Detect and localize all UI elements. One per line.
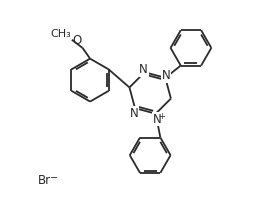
Text: −: − [50, 173, 59, 183]
Text: N: N [130, 107, 138, 120]
Text: N: N [152, 113, 161, 125]
Text: +: + [158, 112, 165, 121]
Text: CH₃: CH₃ [50, 29, 71, 39]
Text: Br: Br [38, 175, 51, 187]
Text: O: O [72, 34, 81, 47]
Text: N: N [162, 69, 171, 82]
Text: N: N [139, 63, 148, 76]
